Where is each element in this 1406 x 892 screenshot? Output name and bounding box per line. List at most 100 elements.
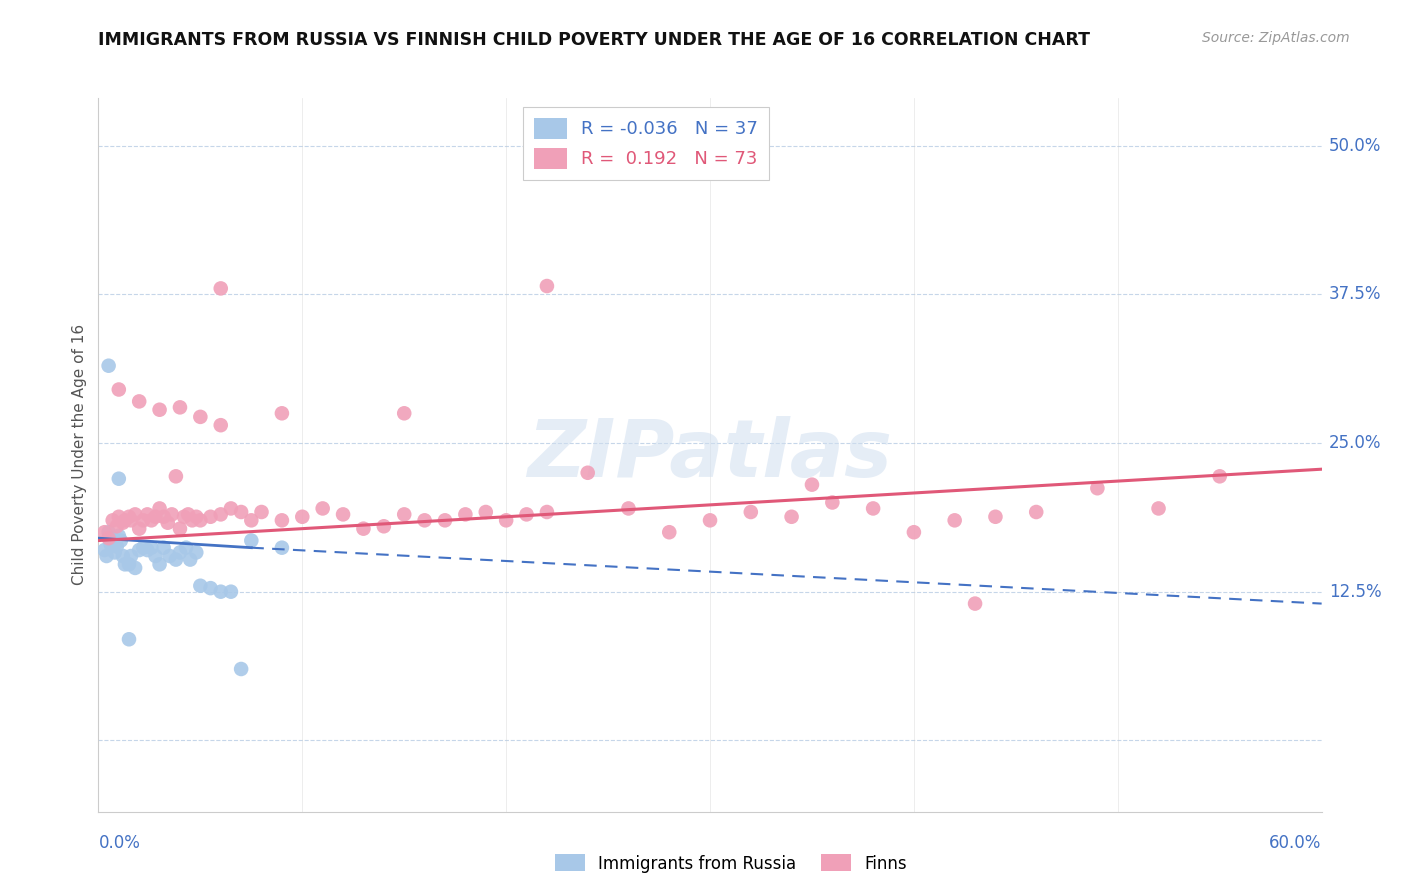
Point <box>1025 505 1047 519</box>
Point <box>209 508 232 522</box>
Point <box>118 632 141 647</box>
Point <box>332 508 354 522</box>
Text: 50.0%: 50.0% <box>1329 136 1381 154</box>
Point <box>93 525 115 540</box>
Point <box>250 505 273 519</box>
Point <box>169 545 191 559</box>
Point <box>1085 481 1108 495</box>
Text: IMMIGRANTS FROM RUSSIA VS FINNISH CHILD POVERTY UNDER THE AGE OF 16 CORRELATION : IMMIGRANTS FROM RUSSIA VS FINNISH CHILD … <box>98 31 1091 49</box>
Point <box>576 466 599 480</box>
Point <box>454 508 477 522</box>
Point <box>156 516 179 530</box>
Point <box>186 545 208 559</box>
Point <box>617 501 640 516</box>
Point <box>145 549 167 563</box>
Text: 12.5%: 12.5% <box>1329 582 1381 600</box>
Point <box>105 519 128 533</box>
Point <box>240 513 263 527</box>
Point <box>179 552 201 566</box>
Point <box>105 540 128 554</box>
Point <box>413 513 436 527</box>
Text: 0.0%: 0.0% <box>98 834 141 852</box>
Point <box>188 513 212 527</box>
Text: 60.0%: 60.0% <box>1270 834 1322 852</box>
Point <box>108 509 131 524</box>
Point <box>104 545 127 559</box>
Point <box>903 525 925 540</box>
Point <box>120 549 142 563</box>
Point <box>434 513 457 527</box>
Point <box>111 549 134 563</box>
Point <box>392 508 416 522</box>
Point <box>152 509 174 524</box>
Point <box>128 394 150 409</box>
Point <box>141 513 163 527</box>
Point <box>114 513 136 527</box>
Point <box>270 541 294 555</box>
Point <box>699 513 721 527</box>
Point <box>862 501 884 516</box>
Point <box>169 401 191 415</box>
Point <box>536 279 558 293</box>
Point <box>93 543 115 558</box>
Point <box>1209 469 1232 483</box>
Point <box>120 513 142 527</box>
Point <box>101 513 124 527</box>
Point <box>291 509 314 524</box>
Point <box>536 505 558 519</box>
Point <box>101 531 124 545</box>
Point <box>149 402 172 417</box>
Point <box>392 406 416 420</box>
Point <box>108 472 131 486</box>
Point <box>97 531 120 545</box>
Point <box>128 543 150 558</box>
Point <box>181 513 204 527</box>
Point <box>97 525 120 540</box>
Point <box>152 541 174 555</box>
Point <box>188 409 212 424</box>
Point <box>145 509 167 524</box>
Point <box>96 549 118 563</box>
Y-axis label: Child Poverty Under the Age of 16: Child Poverty Under the Age of 16 <box>72 325 87 585</box>
Point <box>110 533 132 548</box>
Point <box>136 543 159 558</box>
Point <box>209 584 232 599</box>
Point <box>943 513 966 527</box>
Point <box>188 579 212 593</box>
Point <box>114 558 136 572</box>
Point <box>219 584 242 599</box>
Point <box>219 501 242 516</box>
Point <box>1147 501 1170 516</box>
Point <box>495 513 517 527</box>
Point <box>200 509 222 524</box>
Point <box>108 529 131 543</box>
Point <box>821 495 844 509</box>
Point <box>173 509 195 524</box>
Point <box>128 522 150 536</box>
Point <box>174 541 197 555</box>
Point <box>177 508 200 522</box>
Point <box>149 558 172 572</box>
Point <box>111 516 134 530</box>
Point <box>149 501 172 516</box>
Point <box>658 525 681 540</box>
Point <box>984 509 1007 524</box>
Text: Source: ZipAtlas.com: Source: ZipAtlas.com <box>1202 31 1350 45</box>
Point <box>124 508 146 522</box>
Point <box>965 597 987 611</box>
Point <box>159 549 181 563</box>
Legend: Immigrants from Russia, Finns: Immigrants from Russia, Finns <box>548 847 914 880</box>
Point <box>231 505 253 519</box>
Point <box>136 508 159 522</box>
Text: 25.0%: 25.0% <box>1329 434 1381 452</box>
Point <box>97 359 120 373</box>
Point <box>160 508 183 522</box>
Point <box>141 541 163 555</box>
Point <box>118 558 141 572</box>
Point <box>516 508 538 522</box>
Point <box>780 509 803 524</box>
Point <box>209 418 232 433</box>
Point <box>801 477 824 491</box>
Point <box>312 501 335 516</box>
Legend: R = -0.036   N = 37, R =  0.192   N = 73: R = -0.036 N = 37, R = 0.192 N = 73 <box>523 107 769 179</box>
